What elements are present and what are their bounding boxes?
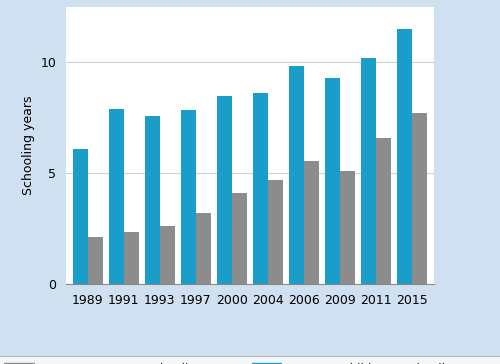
Bar	[181, 110, 196, 284]
Bar	[412, 113, 428, 284]
Bar	[253, 93, 268, 284]
Bar	[325, 78, 340, 284]
Bar	[196, 213, 211, 284]
Bar	[268, 180, 283, 284]
Bar	[145, 115, 160, 284]
Bar	[304, 161, 319, 284]
Bar	[160, 226, 175, 284]
Y-axis label: Schooling years: Schooling years	[22, 96, 35, 195]
Bar	[124, 232, 139, 284]
Bar	[361, 58, 376, 284]
Bar	[217, 96, 232, 284]
Bar	[232, 193, 247, 284]
Legend: Average parents' schooling years, Average children's schooling years: Average parents' schooling years, Averag…	[0, 356, 500, 364]
Bar	[88, 237, 103, 284]
Bar	[72, 149, 88, 284]
Bar	[289, 66, 304, 284]
Bar	[397, 29, 412, 284]
Bar	[376, 138, 392, 284]
Bar	[340, 171, 355, 284]
Bar	[108, 109, 124, 284]
